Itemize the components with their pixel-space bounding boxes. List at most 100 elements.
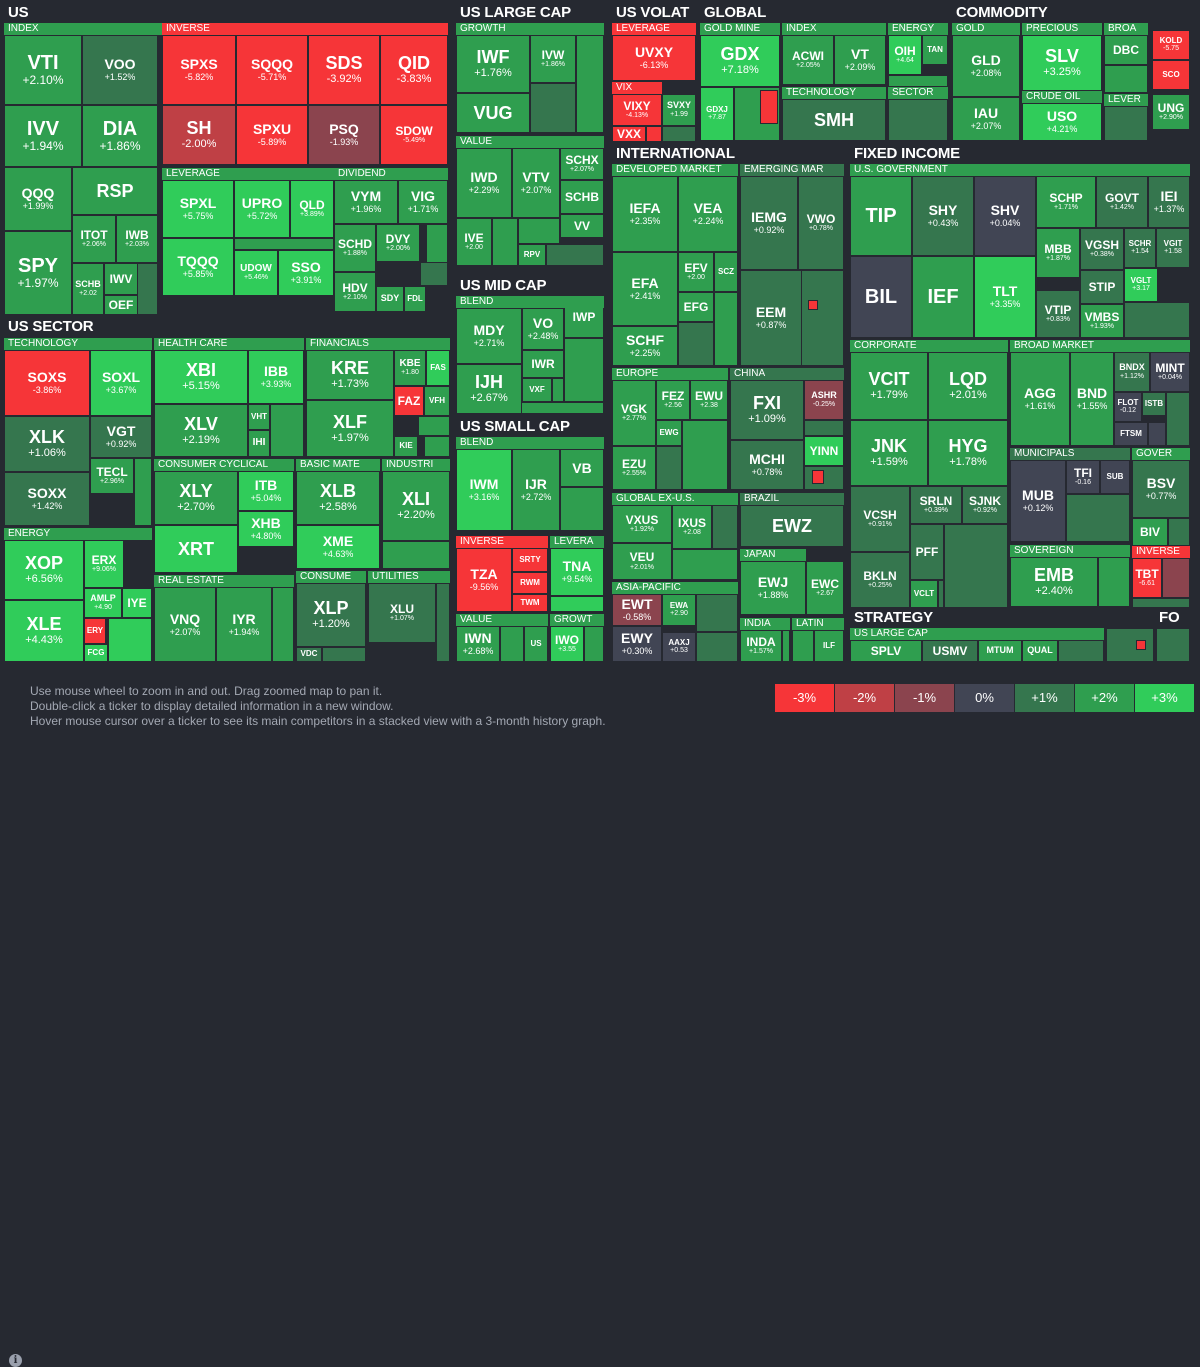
ticker-tile-srln[interactable]: SRLN +0.39% bbox=[910, 486, 962, 524]
minor-ticker-tile[interactable] bbox=[792, 630, 814, 662]
ticker-tile-ewu[interactable]: EWU +2.38 bbox=[690, 380, 728, 420]
minor-ticker-tile[interactable] bbox=[712, 505, 738, 549]
ticker-tile-itot[interactable]: ITOT +2.06% bbox=[72, 215, 116, 263]
ticker-tile-ijh[interactable]: IJH +2.67% bbox=[456, 364, 522, 414]
ticker-tile-xbi[interactable]: XBI +5.15% bbox=[154, 350, 248, 404]
ticker-tile-ftsm[interactable]: FTSM bbox=[1114, 422, 1148, 446]
ticker-tile-schx[interactable]: SCHX +2.07% bbox=[560, 148, 604, 180]
minor-ticker-tile[interactable] bbox=[944, 524, 1008, 608]
ticker-tile-ewz[interactable]: EWZ bbox=[740, 505, 844, 547]
ticker-tile-ezu[interactable]: EZU +2.55% bbox=[612, 446, 656, 490]
ticker-tile-ixus[interactable]: IXUS +2.08 bbox=[672, 505, 712, 549]
ticker-tile-schf[interactable]: SCHF +2.25% bbox=[612, 326, 678, 366]
ticker-tile-vclt[interactable]: VCLT bbox=[910, 580, 938, 608]
ticker-tile-iwm[interactable]: IWM +3.16% bbox=[456, 449, 512, 531]
ticker-tile-eem[interactable]: EEM +0.87% bbox=[740, 270, 802, 366]
ticker-tile-vxus[interactable]: VXUS +1.92% bbox=[612, 505, 672, 543]
ticker-tile-sjnk[interactable]: SJNK +0.92% bbox=[962, 486, 1008, 524]
legend-swatch-5[interactable]: +1% bbox=[1015, 684, 1074, 712]
ticker-tile-vfh[interactable]: VFH bbox=[424, 386, 450, 416]
ticker-tile-xle[interactable]: XLE +4.43% bbox=[4, 600, 84, 662]
ticker-tile-sdow[interactable]: SDOW -5.49% bbox=[380, 105, 448, 165]
ticker-tile-mtum[interactable]: MTUM bbox=[978, 640, 1022, 662]
ticker-tile-fas[interactable]: FAS bbox=[426, 350, 450, 386]
ticker-tile-iwn[interactable]: IWN +2.68% bbox=[456, 626, 500, 662]
ticker-tile-xlp[interactable]: XLP +1.20% bbox=[296, 583, 366, 647]
ticker-tile-qqq[interactable]: QQQ +1.99% bbox=[4, 167, 72, 231]
ticker-tile-iwv[interactable]: IWV bbox=[104, 263, 138, 295]
ticker-tile-gdxj[interactable]: GDXJ +7.87 bbox=[700, 87, 734, 141]
ticker-tile-ive[interactable]: IVE +2.00 bbox=[456, 218, 492, 266]
minor-ticker-tile[interactable] bbox=[1106, 628, 1154, 662]
ticker-tile-vixy[interactable]: VIXY -4.13% bbox=[612, 94, 662, 126]
ticker-tile-vym[interactable]: VYM +1.96% bbox=[334, 180, 398, 224]
ticker-tile-vtip[interactable]: VTIP +0.83% bbox=[1036, 290, 1080, 338]
ticker-tile-vxf[interactable]: VXF bbox=[522, 378, 552, 402]
ticker-tile-biv[interactable]: BIV bbox=[1132, 518, 1168, 546]
minor-ticker-tile[interactable] bbox=[424, 436, 450, 457]
ticker-tile-oef[interactable]: OEF bbox=[104, 295, 138, 315]
ticker-tile-us[interactable]: US bbox=[524, 626, 548, 662]
ticker-tile-bndx[interactable]: BNDX +1.12% bbox=[1114, 352, 1150, 392]
ticker-tile-mub[interactable]: MUB +0.12% bbox=[1010, 460, 1066, 542]
ticker-tile-iemg[interactable]: IEMG +0.92% bbox=[740, 176, 798, 270]
legend-swatch-1[interactable]: -3% bbox=[775, 684, 834, 712]
minor-ticker-tile[interactable] bbox=[576, 35, 604, 133]
ticker-tile-iei[interactable]: IEI +1.37% bbox=[1148, 176, 1190, 228]
ticker-tile-fdl[interactable]: FDL bbox=[404, 286, 426, 312]
ticker-tile-sso[interactable]: SSO +3.91% bbox=[278, 250, 334, 296]
ticker-tile-rwm[interactable]: RWM bbox=[512, 572, 548, 594]
ticker-tile-spxl[interactable]: SPXL +5.75% bbox=[162, 180, 234, 238]
minor-ticker-tile[interactable] bbox=[500, 626, 524, 662]
minor-ticker-tile[interactable] bbox=[108, 618, 152, 662]
ticker-tile-voo[interactable]: VOO +1.52% bbox=[82, 35, 158, 105]
ticker-tile-ivv[interactable]: IVV +1.94% bbox=[4, 105, 82, 167]
minor-ticker-tile[interactable] bbox=[696, 632, 738, 662]
ticker-tile-vxx[interactable]: VXX bbox=[612, 126, 646, 142]
ticker-tile-hyg[interactable]: HYG +1.78% bbox=[928, 420, 1008, 486]
ticker-tile-shy[interactable]: SHY +0.43% bbox=[912, 176, 974, 256]
ticker-tile-efa[interactable]: EFA +2.41% bbox=[612, 252, 678, 326]
ticker-tile-iwb[interactable]: IWB +2.03% bbox=[116, 215, 158, 263]
minor-ticker-tile[interactable] bbox=[564, 338, 604, 402]
minor-ticker-tile[interactable] bbox=[662, 126, 696, 142]
ticker-tile-dbc[interactable]: DBC bbox=[1104, 35, 1148, 65]
ticker-tile-tan[interactable]: TAN bbox=[922, 35, 948, 65]
ticker-tile-ibb[interactable]: IBB +3.93% bbox=[248, 350, 304, 404]
minor-ticker-tile[interactable] bbox=[550, 596, 604, 612]
minor-ticker-tile[interactable] bbox=[646, 126, 662, 142]
minor-ticker-tile[interactable] bbox=[552, 378, 564, 402]
ticker-tile-splv[interactable]: SPLV bbox=[850, 640, 922, 662]
ticker-tile-iwo[interactable]: IWO +3.55 bbox=[550, 626, 584, 662]
ticker-tile-tip[interactable]: TIP bbox=[850, 176, 912, 256]
ticker-tile-itb[interactable]: ITB +5.04% bbox=[238, 471, 294, 511]
minor-ticker-tile[interactable] bbox=[804, 466, 844, 490]
ticker-tile-sub[interactable]: SUB bbox=[1100, 460, 1130, 494]
minor-ticker-tile[interactable] bbox=[1148, 422, 1166, 446]
ticker-tile-schr[interactable]: SCHR +1.54 bbox=[1124, 228, 1156, 268]
ticker-tile-soxs[interactable]: SOXS -3.86% bbox=[4, 350, 90, 416]
ticker-tile-xlv[interactable]: XLV +2.19% bbox=[154, 404, 248, 457]
ticker-tile-kre[interactable]: KRE +1.73% bbox=[306, 350, 394, 400]
ticker-tile-oih[interactable]: OIH +4.64 bbox=[888, 35, 922, 75]
ticker-tile-sh[interactable]: SH -2.00% bbox=[162, 105, 236, 165]
minor-ticker-tile[interactable] bbox=[1162, 558, 1190, 598]
ticker-tile-soxl[interactable]: SOXL +3.67% bbox=[90, 350, 152, 416]
ticker-tile-vig[interactable]: VIG +1.71% bbox=[398, 180, 448, 224]
ticker-tile-shv[interactable]: SHV +0.04% bbox=[974, 176, 1036, 256]
ticker-tile-emb[interactable]: EMB +2.40% bbox=[1010, 557, 1098, 607]
minor-ticker-tile[interactable] bbox=[782, 630, 790, 662]
ticker-tile-vdc[interactable]: VDC bbox=[296, 647, 322, 662]
ticker-tile-vnq[interactable]: VNQ +2.07% bbox=[154, 587, 216, 662]
ticker-tile-sqqq[interactable]: SQQQ -5.71% bbox=[236, 35, 308, 105]
ticker-tile-istb[interactable]: ISTB bbox=[1142, 392, 1166, 416]
minor-ticker-tile[interactable] bbox=[560, 487, 604, 531]
ticker-tile-agg[interactable]: AGG +1.61% bbox=[1010, 352, 1070, 446]
minor-ticker-tile[interactable] bbox=[492, 218, 518, 266]
ticker-tile-vv[interactable]: VV bbox=[560, 214, 604, 238]
minor-ticker-tile[interactable] bbox=[808, 300, 818, 310]
minor-ticker-tile[interactable] bbox=[530, 83, 576, 133]
ticker-tile-srty[interactable]: SRTY bbox=[512, 548, 548, 572]
minor-ticker-tile[interactable] bbox=[740, 547, 844, 549]
minor-ticker-tile[interactable] bbox=[1166, 392, 1190, 446]
